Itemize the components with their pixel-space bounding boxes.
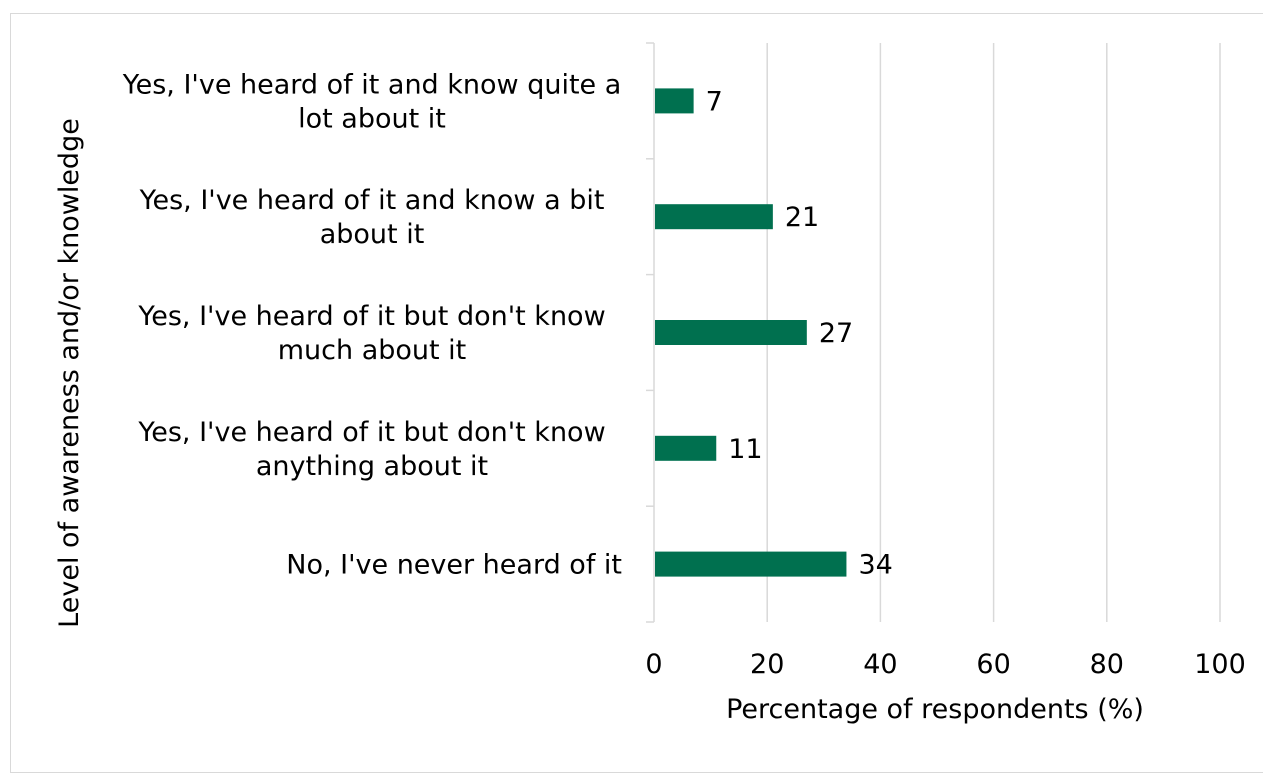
x-tick-label: 40 [863, 649, 897, 680]
x-tick-label: 100 [1194, 649, 1246, 680]
x-tick-labels: 0 20 40 60 80 100 [645, 649, 1245, 680]
data-label: 7 [706, 86, 723, 117]
category-label: Yes, I've heard of it but don't know anyt… [137, 417, 605, 482]
x-tick-label: 0 [645, 649, 662, 680]
category-label-line: about it [320, 219, 425, 250]
gridlines [766, 43, 1221, 622]
x-tick-label: 80 [1090, 649, 1124, 680]
y-axis-title: Level of awareness and/or knowledge [54, 118, 85, 628]
data-label: 27 [819, 318, 853, 349]
x-axis-title: Percentage of respondents (%) [726, 694, 1144, 725]
bar [655, 551, 847, 577]
category-label-line: lot about it [298, 103, 446, 134]
x-tick-label: 60 [976, 649, 1010, 680]
category-label-line: Yes, I've heard of it and know a bit [139, 185, 605, 216]
data-label: 34 [858, 550, 892, 581]
bar [655, 204, 773, 230]
data-label: 11 [728, 434, 762, 465]
bar [655, 88, 694, 114]
category-labels: Yes, I've heard of it and know quite a lo… [122, 69, 622, 580]
category-label-line: much about it [278, 335, 467, 366]
category-label: Yes, I've heard of it and know a bit abou… [139, 185, 605, 250]
category-label-line: Yes, I've heard of it but don't know [137, 417, 605, 448]
category-label: No, I've never heard of it [286, 550, 622, 581]
category-label: Yes, I've heard of it and know quite a lo… [122, 69, 622, 134]
bar [655, 435, 717, 461]
data-label: 21 [785, 202, 819, 233]
category-label-line: No, I've never heard of it [286, 550, 622, 581]
category-axis [646, 42, 655, 623]
category-label-line: anything about it [256, 451, 488, 482]
bar [655, 320, 807, 345]
bars [655, 88, 847, 577]
category-label-line: Yes, I've heard of it and know quite a [122, 69, 622, 100]
x-tick-label: 20 [750, 649, 784, 680]
category-label-line: Yes, I've heard of it but don't know [137, 301, 605, 332]
bar-chart: 7 21 27 11 34 Yes, I've heard of it and know… [54, 42, 1246, 725]
data-labels: 7 21 27 11 34 [706, 86, 893, 580]
category-label: Yes, I've heard of it but don't know much… [137, 301, 605, 366]
